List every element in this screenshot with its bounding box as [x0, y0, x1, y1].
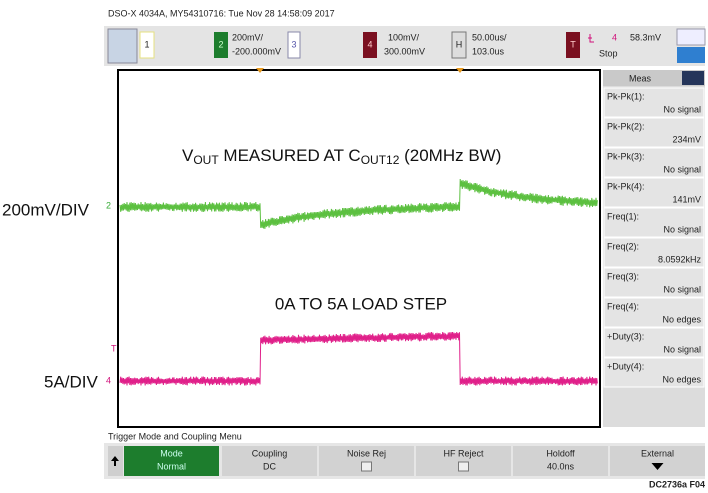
vout-annotation: VOUT MEASURED AT COUT12 (20MHz BW): [182, 146, 501, 167]
softkey-label: Coupling: [252, 448, 288, 458]
ch4-marker: 4: [106, 375, 111, 385]
plot-area: [118, 70, 600, 427]
softkey-label: Noise Rej: [347, 448, 386, 458]
cursor-icon[interactable]: [677, 29, 705, 45]
meas-tab[interactable]: [682, 71, 704, 85]
softkey-label: Holdoff: [546, 448, 575, 458]
meas-value: 8.0592kHz: [658, 254, 702, 264]
ch3-label: 3: [291, 39, 296, 49]
softkey-checkbox: [459, 462, 469, 471]
meas-label: Pk-Pk(2):: [607, 121, 645, 131]
softkey-checkbox: [362, 462, 372, 471]
figure-id: DC2736a F04: [649, 479, 705, 489]
ch2-scale: 200mV/: [232, 32, 264, 42]
softkey-label: HF Reject: [443, 448, 484, 458]
meas-value: 141mV: [672, 194, 701, 204]
meas-label: Freq(4):: [607, 301, 639, 311]
trigger-marker: T: [111, 343, 117, 353]
vout-subscript: OUT: [193, 153, 219, 167]
trigger-status: Stop: [599, 48, 618, 58]
meas-value: No signal: [663, 224, 701, 234]
ch2-marker: 2: [106, 200, 111, 210]
meas-value: No edges: [662, 374, 701, 384]
softkey-label: Mode: [160, 448, 183, 458]
ch2-label: 2: [218, 39, 223, 49]
meas-label: Freq(1):: [607, 211, 639, 221]
meas-value: 234mV: [672, 134, 701, 144]
scope-screenshot: DSO-X 4034A, MY54310716: Tue Nov 28 14:5…: [0, 0, 708, 493]
ch2-offset: -200.000mV: [232, 46, 281, 56]
meas-value: No edges: [662, 314, 701, 324]
load-annotation: 0A TO 5A LOAD STEP: [275, 294, 447, 313]
vout-subscript: OUT12: [361, 153, 400, 167]
meas-label: Pk-Pk(1):: [607, 91, 645, 101]
softkey-value: DC: [263, 461, 276, 471]
vout-text: MEASURED AT C: [219, 146, 361, 165]
ch2-scale-label: 200mV/DIV: [2, 200, 90, 219]
meas-label: Pk-Pk(4):: [607, 181, 645, 191]
meas-label: Pk-Pk(3):: [607, 151, 645, 161]
ch4-scale: 100mV/: [388, 32, 420, 42]
header-title: DSO-X 4034A, MY54310716: Tue Nov 28 14:5…: [108, 8, 335, 18]
trigger-source: 4: [612, 32, 617, 42]
ch1-label: 1: [144, 39, 149, 49]
trigger-label: T: [570, 39, 576, 49]
vout-text: V: [182, 146, 194, 165]
softkey-value: Normal: [157, 461, 186, 471]
ch4-offset: 300.00mV: [384, 46, 425, 56]
meas-value: No signal: [663, 164, 701, 174]
vout-text: (20MHz BW): [399, 146, 501, 165]
trigger-level: 58.3mV: [630, 32, 661, 42]
meas-label: Freq(2):: [607, 241, 639, 251]
timebase-scale: 50.00us/: [472, 32, 507, 42]
meas-label: Freq(3):: [607, 271, 639, 281]
menu-title: Trigger Mode and Coupling Menu: [108, 431, 242, 441]
delta-icon[interactable]: [677, 47, 705, 63]
timebase-delay: 103.0us: [472, 46, 505, 56]
meas-value: No signal: [663, 104, 701, 114]
ch4-scale-label: 5A/DIV: [44, 372, 99, 391]
ch4-label: 4: [367, 39, 372, 49]
meas-title: Meas: [629, 73, 652, 83]
meas-label: +Duty(3):: [607, 331, 644, 341]
meas-value: No signal: [663, 344, 701, 354]
softkey-value: 40.0ns: [547, 461, 575, 471]
timebase-label: H: [456, 39, 463, 49]
meas-value: No signal: [663, 284, 701, 294]
acquire-icon[interactable]: [108, 29, 137, 63]
softkey-label: External: [641, 448, 674, 458]
meas-label: +Duty(4):: [607, 361, 644, 371]
